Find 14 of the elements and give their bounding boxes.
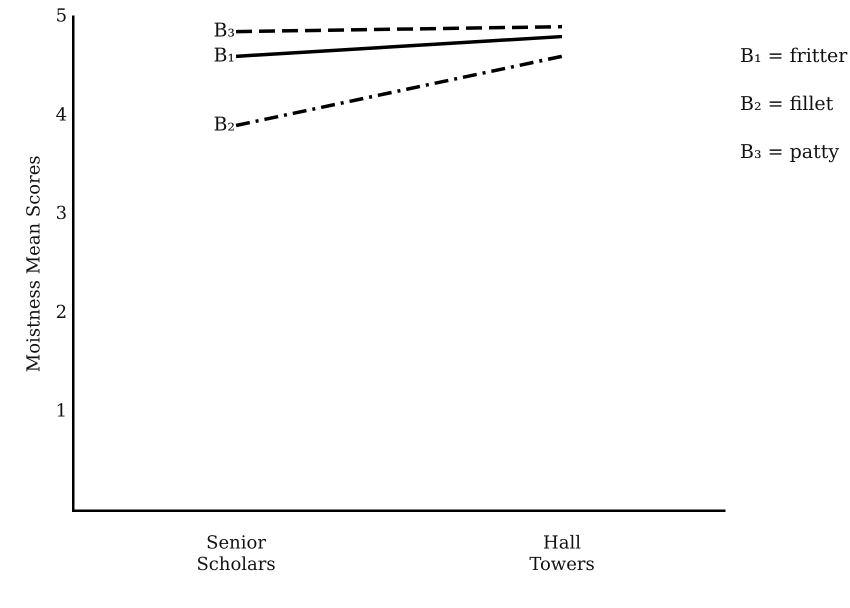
series-label: B₁ [213,44,236,66]
series-label: B₃ [213,20,236,42]
text: B₃ = patty [740,141,840,163]
x-tick-label: Hall Towers [529,532,595,575]
text: B₁ = fritter [740,45,848,67]
y-tick-label: 2 [56,302,68,323]
y-tick-label: 1 [56,400,68,422]
y-tick-label: 5 [56,5,68,26]
y-tick-label: 4 [56,104,68,126]
y-tick-label: 3 [56,203,68,224]
series-label: B₂ [213,113,236,136]
text: B₂ = fillet [740,93,834,115]
x-tick-label: Senior Scholars [196,532,276,575]
y-axis-title: Moistness Mean Scores [23,155,44,372]
